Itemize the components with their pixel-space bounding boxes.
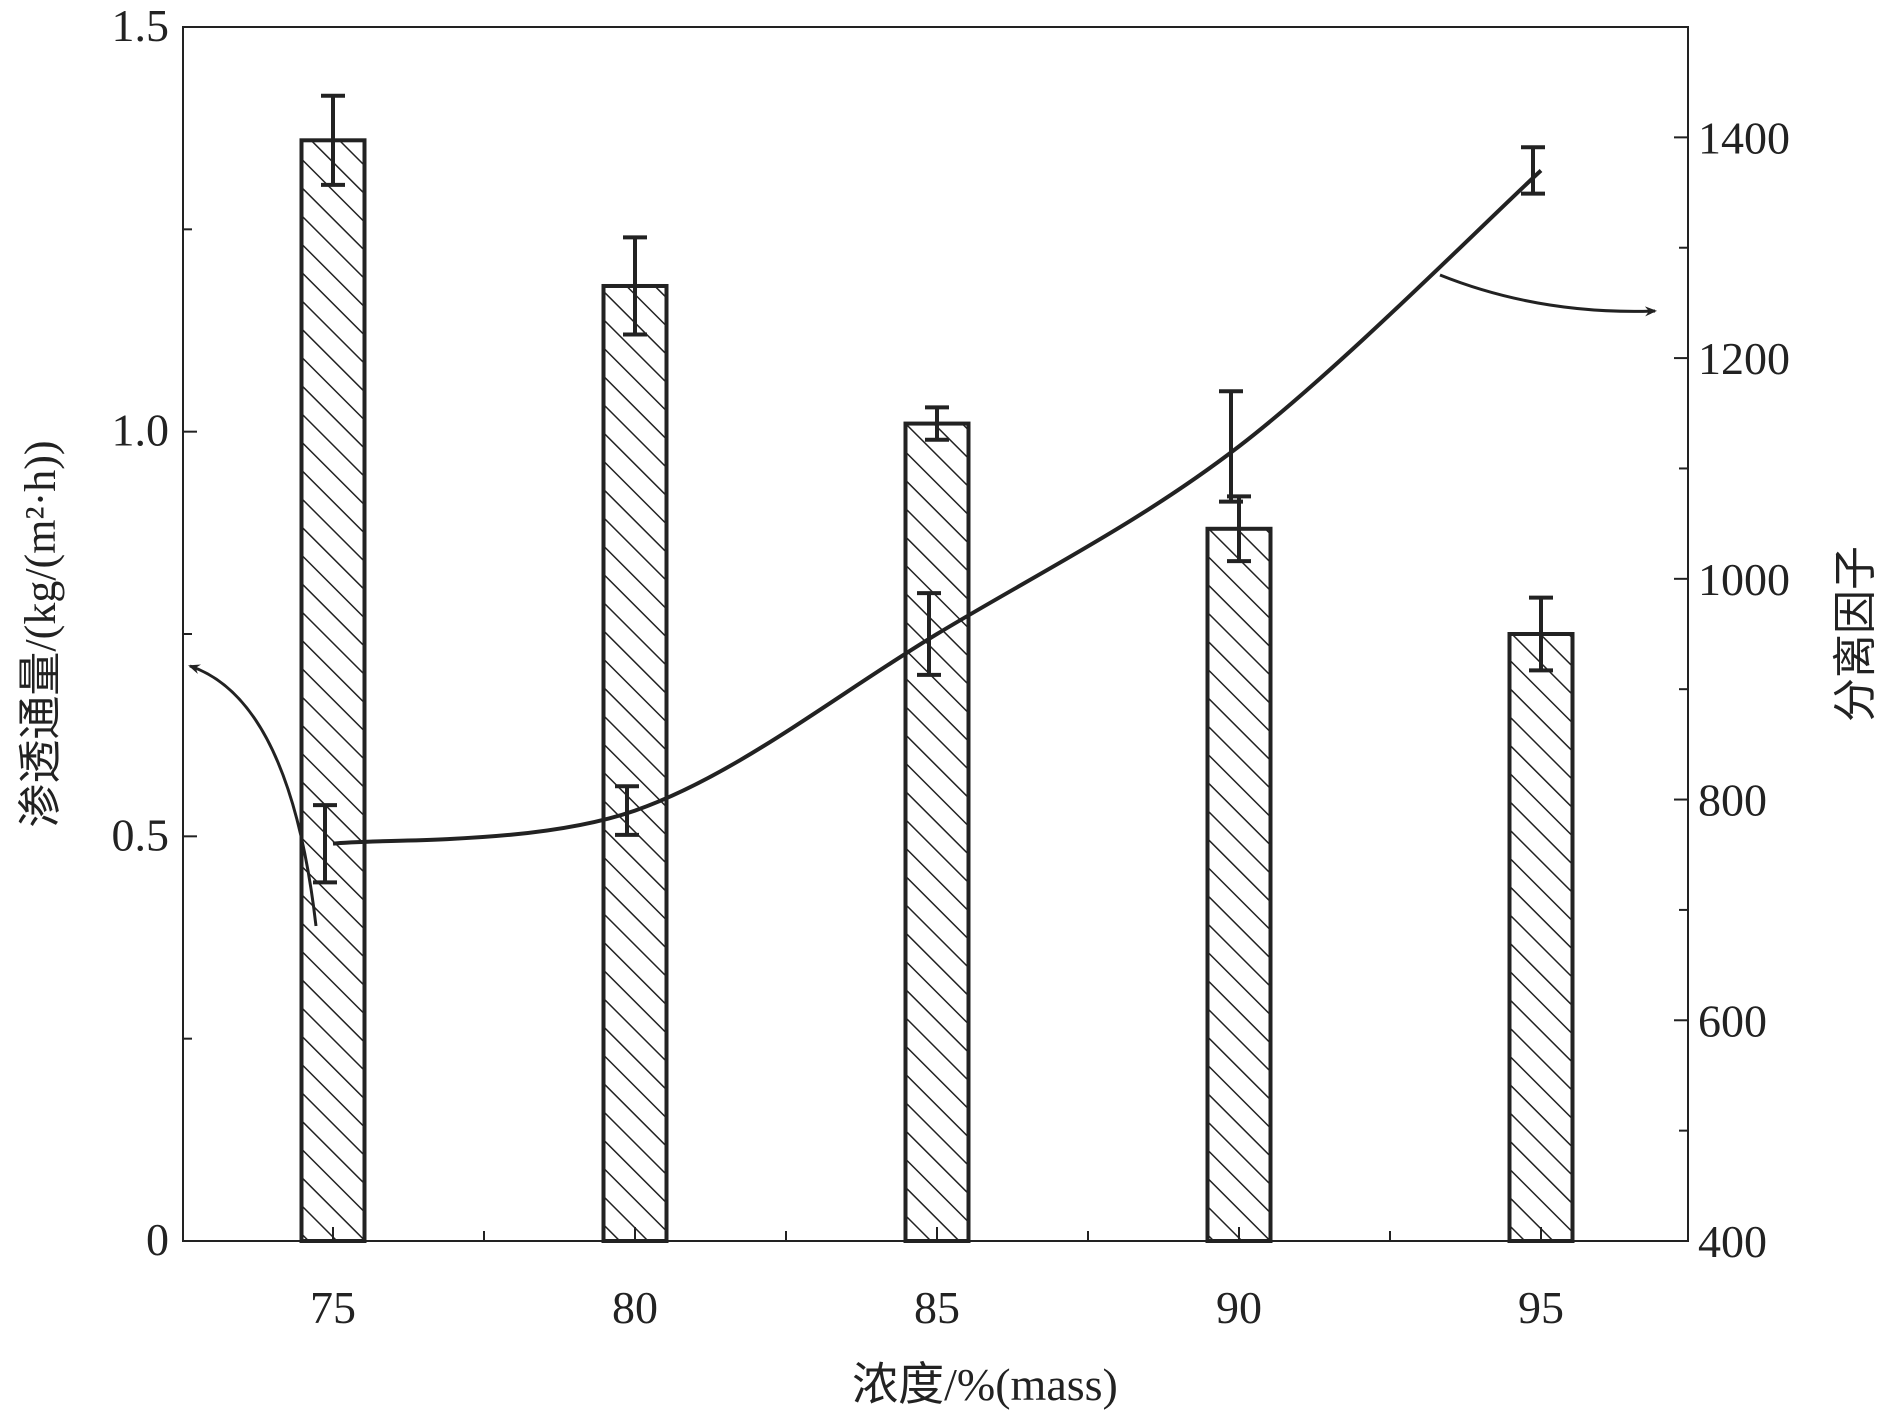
y-tick-label-right: 600 bbox=[1698, 995, 1767, 1046]
bar-error-bar bbox=[623, 235, 647, 337]
y-tick-label-right: 1400 bbox=[1698, 112, 1790, 163]
bar bbox=[1507, 632, 1575, 1243]
line-error-bar bbox=[313, 803, 337, 885]
line-error-bar bbox=[917, 591, 941, 677]
y-tick-label-right: 400 bbox=[1698, 1216, 1767, 1267]
line-error-bar bbox=[1219, 389, 1243, 504]
y-axis-label-right: 分离因子 bbox=[1831, 546, 1880, 722]
bar-error-bar bbox=[925, 405, 949, 442]
separation-factor-line bbox=[332, 168, 1543, 846]
bar-error-bar bbox=[1529, 595, 1553, 673]
y-tick-label-right: 1200 bbox=[1698, 333, 1790, 384]
y-tick-label-right: 800 bbox=[1698, 775, 1767, 826]
y-tick-label-left: 1.5 bbox=[112, 0, 170, 51]
bar bbox=[601, 283, 669, 1243]
x-tick-label: 90 bbox=[1216, 1282, 1262, 1333]
bar-error-bar bbox=[321, 93, 345, 187]
x-tick-label: 95 bbox=[1518, 1282, 1564, 1333]
y-tick-label-right: 1000 bbox=[1698, 554, 1790, 605]
x-tick-label: 75 bbox=[310, 1282, 356, 1333]
arrow-to-left-axis bbox=[188, 664, 318, 927]
y-tick-label-left: 0 bbox=[146, 1214, 169, 1265]
arrow-to-right-axis bbox=[1439, 273, 1657, 317]
bar bbox=[903, 421, 971, 1244]
y-axis-label-left: 渗透通量/(kg/(m²·h)) bbox=[16, 440, 65, 827]
line-error-bar bbox=[1521, 145, 1545, 196]
x-axis-label: 浓度/%(mass) bbox=[852, 1359, 1118, 1410]
bar bbox=[299, 138, 367, 1244]
y-tick-label-left: 1.0 bbox=[112, 405, 170, 456]
x-tick-label: 85 bbox=[914, 1282, 960, 1333]
bar bbox=[1205, 526, 1273, 1243]
x-tick-label: 80 bbox=[612, 1282, 658, 1333]
y-tick-label-left: 0.5 bbox=[112, 809, 170, 860]
line-error-bar bbox=[615, 784, 639, 837]
